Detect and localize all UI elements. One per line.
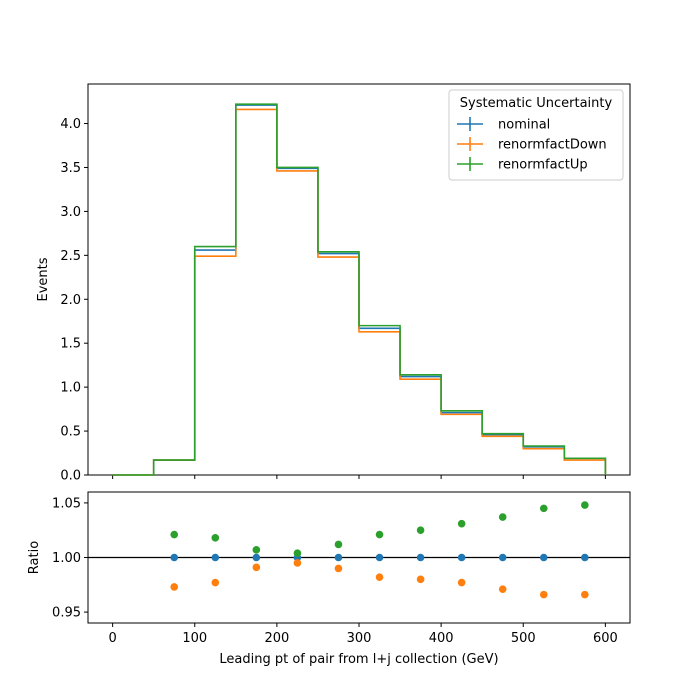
- ratio-point-renormfactDown: [498, 585, 507, 593]
- ratio-point-renormfactUp: [498, 513, 507, 521]
- top-y-ticks: 0.0 0.5 1.0 1.5 2.0 2.5 3.0 3.5 4.0: [60, 117, 88, 484]
- top-y-tick-label: 1.0: [60, 381, 81, 396]
- legend-label-renormfactDown: renormfactDown: [498, 138, 607, 153]
- bottom-x-ticks: 0 100 200 300 400 500 600: [108, 623, 618, 646]
- top-series-lines: [112, 103, 607, 476]
- bottom-y-tick-label: 1.00: [52, 551, 81, 566]
- series-line-renormfactUp: [112, 103, 607, 476]
- bottom-panel: 0.95 1.00 1.05 0 100 200 300 400 500 600 Ratio L…: [27, 491, 631, 667]
- ratio-point-nominal: [539, 553, 548, 562]
- ratio-point-renormfactUp: [581, 501, 589, 509]
- top-y-tick-label: 2.0: [60, 293, 81, 308]
- ratio-point-renormfactUp: [334, 540, 343, 549]
- ratio-point-renormfactUp: [457, 519, 466, 528]
- top-y-tick-label: 1.5: [60, 337, 81, 352]
- legend-label-nominal: nominal: [498, 118, 550, 133]
- ratio-point-renormfactUp: [416, 526, 425, 535]
- top-y-tick-label: 2.5: [60, 249, 81, 264]
- bottom-y-ticks: 0.95 1.00 1.05: [52, 496, 88, 621]
- ratio-point-renormfactDown: [539, 590, 548, 599]
- ratio-point-nominal: [252, 553, 261, 562]
- ratio-points: [170, 501, 589, 599]
- bottom-x-tick-label: 100: [182, 631, 207, 646]
- legend-items: nominal renormfactDown renormfactUp: [457, 117, 607, 173]
- legend: Systematic Uncertainty nominal renormfact…: [448, 89, 624, 181]
- ratio-point-renormfactDown: [334, 564, 343, 573]
- ratio-point-renormfactDown: [375, 573, 384, 581]
- bottom-y-tick-label: 0.95: [52, 606, 81, 621]
- ratio-point-nominal: [581, 553, 589, 562]
- bottom-x-tick-label: 600: [593, 631, 618, 646]
- legend-title: Systematic Uncertainty: [460, 96, 613, 111]
- legend-label-renormfactUp: renormfactUp: [498, 158, 588, 173]
- top-y-tick-label: 3.5: [60, 161, 81, 176]
- ratio-point-renormfactDown: [416, 575, 425, 584]
- top-y-tick-label: 3.0: [60, 205, 81, 220]
- bottom-x-tick-label: 0: [108, 631, 116, 646]
- ratio-point-nominal: [416, 553, 425, 562]
- top-y-tick-label: 0.5: [60, 425, 81, 440]
- ratio-point-renormfactUp: [211, 534, 220, 542]
- bottom-x-tick-label: 500: [511, 631, 536, 646]
- bottom-y-tick-label: 1.05: [52, 496, 81, 511]
- top-panel: 0.0 0.5 1.0 1.5 2.0 2.5 3.0 3.5 4.0 Events Syste…: [36, 83, 631, 484]
- ratio-point-nominal: [211, 553, 220, 562]
- ratio-point-nominal: [498, 553, 507, 562]
- ratio-point-renormfactUp: [293, 549, 302, 557]
- ratio-point-renormfactDown: [293, 559, 302, 567]
- bottom-x-tick-label: 300: [347, 631, 372, 646]
- ratio-point-renormfactDown: [252, 563, 261, 572]
- ratio-point-nominal: [375, 553, 384, 562]
- bottom-y-axis-label: Ratio: [27, 541, 42, 574]
- ratio-point-renormfactUp: [252, 546, 261, 554]
- top-y-axis-label: Events: [36, 257, 51, 301]
- ratio-point-renormfactDown: [211, 578, 220, 587]
- top-y-tick-label: 0.0: [60, 469, 81, 484]
- ratio-point-nominal: [170, 553, 179, 562]
- bottom-x-tick-label: 200: [264, 631, 289, 646]
- ratio-point-renormfactDown: [170, 583, 179, 591]
- ratio-point-renormfactDown: [581, 590, 589, 599]
- ratio-point-renormfactUp: [375, 530, 384, 539]
- bottom-x-tick-label: 400: [429, 631, 454, 646]
- top-y-tick-label: 4.0: [60, 117, 81, 132]
- x-axis-label: Leading pt of pair from l+j collection (…: [219, 652, 498, 667]
- ratio-point-nominal: [457, 553, 466, 562]
- ratio-point-nominal: [334, 553, 343, 562]
- legend-box: [448, 89, 624, 181]
- ratio-point-renormfactDown: [457, 578, 466, 587]
- ratio-point-renormfactUp: [170, 530, 179, 539]
- ratio-point-renormfactUp: [539, 504, 548, 513]
